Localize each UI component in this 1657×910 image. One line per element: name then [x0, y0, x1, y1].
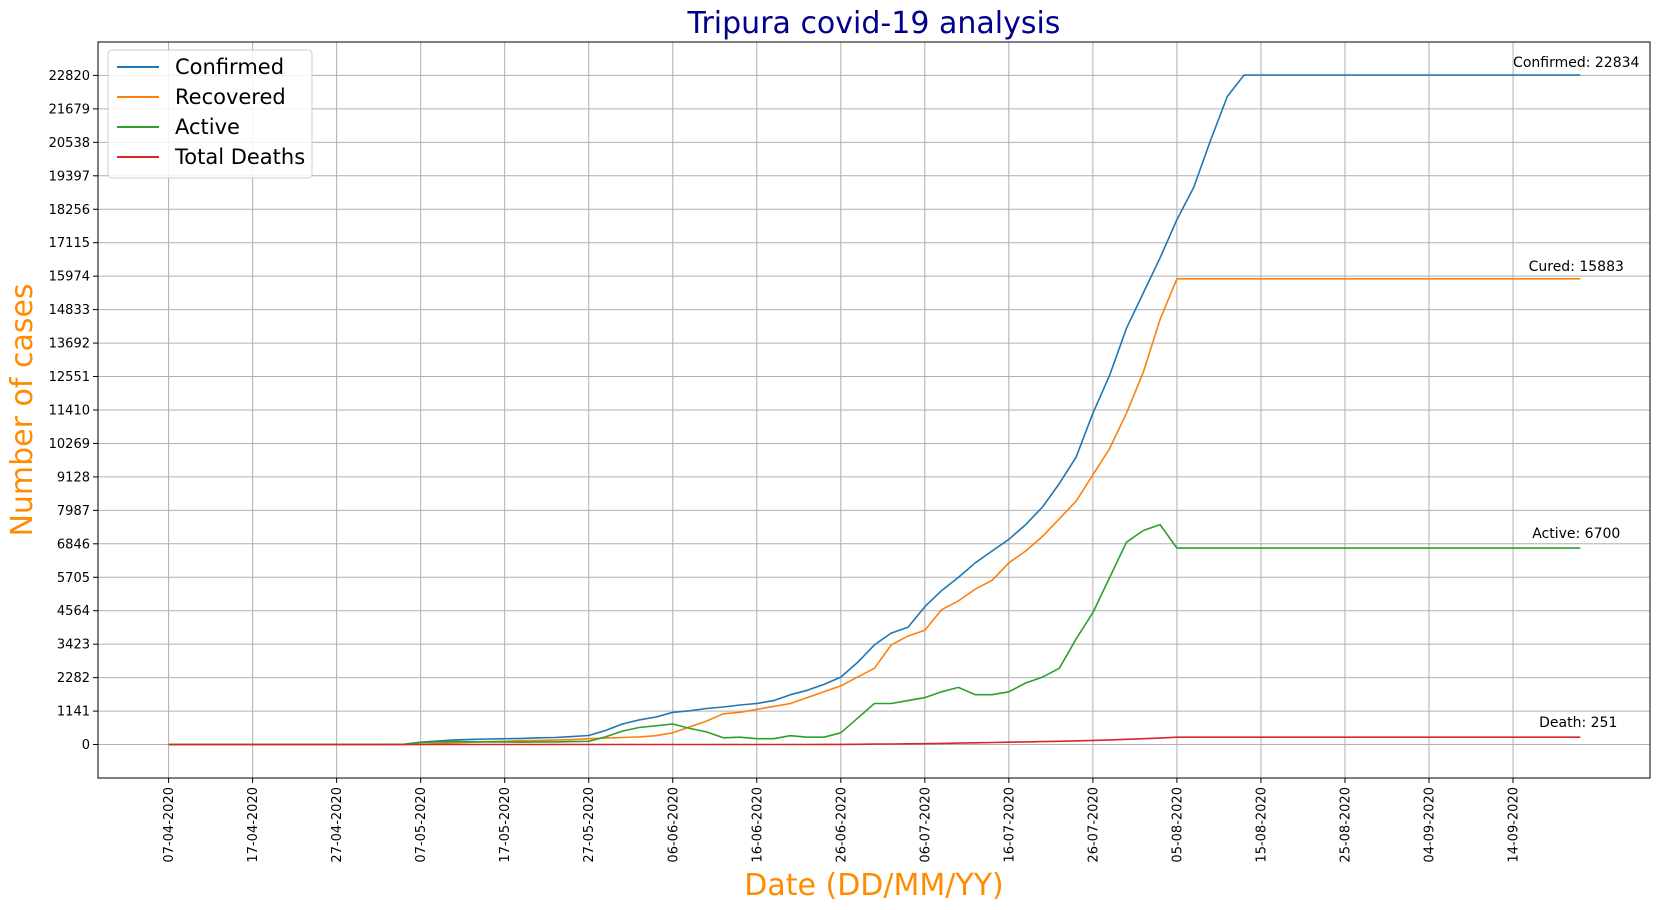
chart-title: Tripura covid-19 analysis [687, 6, 1061, 41]
x-tick-label: 26-06-2020 [834, 787, 849, 863]
x-tick-label: 16-06-2020 [750, 787, 765, 863]
x-tick-label: 07-05-2020 [414, 787, 429, 863]
grid-lines [98, 42, 1650, 778]
series-line-recovered [168, 278, 1581, 746]
x-tick-label: 25-08-2020 [1338, 787, 1353, 863]
x-axis-ticks: 07-04-2020 17-04-2020 27-04-2020 07-05-2020… [162, 778, 1522, 863]
y-tick-label: 17115 [49, 236, 90, 251]
y-tick-label: 20538 [49, 136, 90, 151]
x-tick-label: 16-07-2020 [1002, 787, 1017, 863]
annotation-total-deaths: Death: 251 [1539, 715, 1617, 731]
y-tick-label: 22820 [49, 69, 90, 84]
legend-label: Total Deaths [174, 145, 305, 169]
y-tick-label: 18256 [49, 203, 90, 218]
y-tick-label: 14833 [49, 303, 90, 318]
x-tick-label: 05-08-2020 [1170, 787, 1185, 863]
y-tick-label: 15974 [49, 270, 90, 285]
x-tick-label: 07-04-2020 [162, 787, 177, 863]
y-tick-label: 21679 [49, 102, 90, 117]
y-axis-label: Number of cases [5, 283, 40, 536]
x-tick-label: 15-08-2020 [1254, 787, 1269, 863]
y-tick-label: 13692 [49, 337, 90, 352]
y-tick-label: 0 [82, 738, 90, 753]
y-tick-label: 2282 [57, 671, 90, 686]
series-line-total-deaths [168, 736, 1581, 746]
series-annotations: Confirmed: 22834 Cured: 15883 Active: 6700… [1513, 55, 1639, 731]
y-tick-label: 11410 [49, 403, 90, 418]
series-lines [168, 74, 1581, 746]
x-tick-label: 14-09-2020 [1507, 787, 1522, 863]
annotation-active: Active: 6700 [1532, 526, 1620, 542]
legend-box [107, 49, 313, 179]
y-tick-label: 7987 [57, 504, 90, 519]
y-tick-label: 3423 [57, 638, 90, 653]
x-axis-label: Date (DD/MM/YY) [744, 868, 1003, 903]
x-tick-label: 06-07-2020 [918, 787, 933, 863]
x-tick-label: 17-05-2020 [498, 787, 513, 863]
y-tick-label: 6846 [57, 537, 90, 552]
plot-frame [97, 41, 1651, 779]
annotation-confirmed: Confirmed: 22834 [1513, 55, 1639, 71]
x-tick-label: 27-05-2020 [582, 787, 597, 863]
x-tick-label: 04-09-2020 [1423, 787, 1438, 863]
series-line-active [168, 523, 1581, 746]
y-tick-label: 10269 [49, 437, 90, 452]
legend-label: Recovered [175, 85, 286, 109]
y-axis-ticks: 0 1141 2282 3423 4564 5705 6846 7987 9128 10269 11… [49, 69, 98, 753]
y-tick-label: 1141 [57, 705, 90, 720]
y-tick-label: 12551 [49, 370, 90, 385]
legend: Confirmed Recovered Active Total Deaths [107, 49, 313, 179]
series-line-confirmed [168, 74, 1581, 746]
x-tick-label: 06-06-2020 [666, 787, 681, 863]
y-tick-label: 5705 [57, 571, 90, 586]
annotation-recovered: Cured: 15883 [1529, 259, 1624, 275]
x-tick-label: 27-04-2020 [330, 787, 345, 863]
x-tick-label: 26-07-2020 [1086, 787, 1101, 863]
y-tick-label: 9128 [57, 470, 90, 485]
y-tick-label: 4564 [57, 604, 90, 619]
y-tick-label: 19397 [49, 169, 90, 184]
x-tick-label: 17-04-2020 [246, 787, 261, 863]
legend-label: Active [175, 115, 240, 139]
legend-label: Confirmed [175, 55, 284, 79]
